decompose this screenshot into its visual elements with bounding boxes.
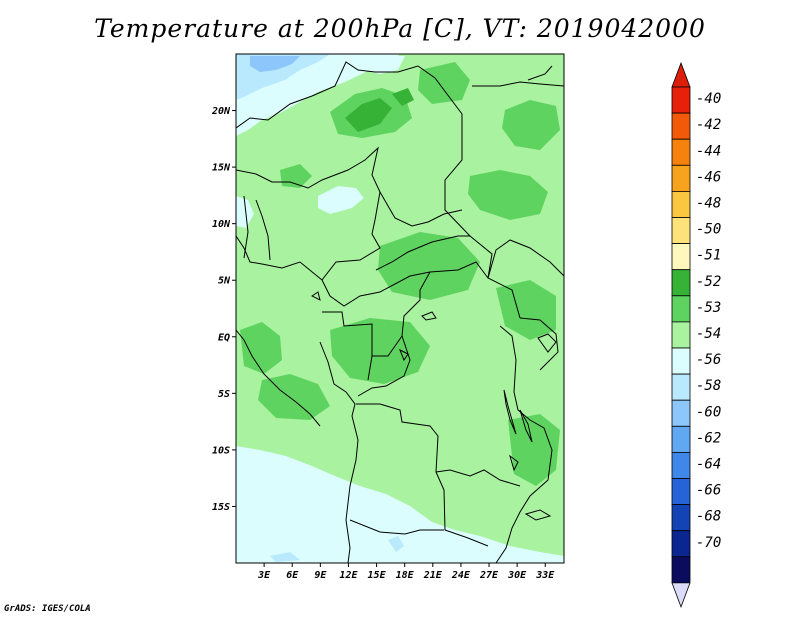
lon-tick-label: 3E — [257, 570, 271, 581]
colorbar-label: -66 — [696, 483, 721, 499]
longitude-axis: 3E 6E 9E 12E 15E 18E 21E 24E 27E 30E 33E — [257, 563, 555, 581]
colorbar-swatch — [671, 451, 691, 479]
warmest-spot-north — [345, 98, 392, 132]
colorbar-label: -51 — [696, 248, 721, 264]
colorbar-label: -52 — [696, 274, 721, 290]
warm-region-west-central — [240, 322, 282, 374]
colorbar-swatch — [671, 373, 691, 401]
colorbar-swatch — [671, 504, 691, 532]
cold-spot-south — [388, 536, 404, 552]
lon-tick-label: 30E — [507, 570, 527, 581]
colorbar-swatch — [671, 269, 691, 297]
colorbar-label: -56 — [696, 352, 721, 368]
colorbar-swatch — [671, 478, 691, 506]
lon-tick-label: 12E — [339, 570, 358, 581]
colorbar-swatch — [671, 190, 691, 218]
lon-tick-label: 33E — [535, 570, 555, 581]
colorbar: -40 -42 -44 -46 -48 -50 -51 -52 -53 -54 -56 -58 -60 -… — [671, 61, 721, 609]
cold-spot-south-2 — [270, 552, 300, 562]
colorbar-swatch — [671, 164, 691, 192]
grads-credit: GrADS: IGES/COLA — [4, 604, 91, 614]
colorbar-top-arrow — [671, 61, 691, 88]
warm-region-east — [496, 280, 556, 340]
colorbar-label: -62 — [696, 430, 721, 446]
cold-spot-west-coast — [236, 196, 254, 228]
colorbar-label: -40 — [696, 91, 721, 107]
colorbar-label: -58 — [696, 378, 721, 394]
warm-region-east-upper — [418, 62, 470, 104]
warmest-spot-north-2 — [392, 88, 414, 106]
lat-tick-label: 15N — [212, 163, 231, 174]
lat-tick-label: 5N — [218, 276, 231, 287]
lon-tick-label: 18E — [396, 570, 415, 581]
colorbar-label: -50 — [696, 222, 721, 238]
colorbar-swatch — [671, 295, 691, 323]
colorbar-label: -54 — [696, 326, 721, 342]
lon-tick-label: 15E — [368, 570, 387, 581]
warm-region-north-east-2 — [502, 100, 560, 150]
colorbar-swatch — [671, 347, 691, 375]
lon-tick-label: 27E — [479, 570, 499, 581]
colorbar-swatch — [671, 217, 691, 245]
colorbar-label: -46 — [696, 169, 721, 185]
warm-region-central — [378, 232, 480, 300]
cold-spot-north-central — [360, 56, 405, 74]
colorbar-label: -42 — [696, 117, 721, 133]
colorbar-label: -44 — [696, 143, 721, 159]
colorbar-bottom-arrow — [671, 582, 691, 609]
warm-region-northeast — [468, 170, 548, 220]
colorbar-swatch — [671, 556, 691, 584]
colorbar-label: -70 — [696, 535, 721, 551]
colorbar-swatch — [671, 425, 691, 453]
map-frame — [235, 53, 565, 564]
lat-tick-label: EQ — [218, 332, 230, 343]
colorbar-label: -68 — [696, 509, 721, 525]
colorbar-label: -60 — [696, 404, 721, 420]
colorbar-label: -48 — [696, 195, 721, 211]
lon-tick-label: 9E — [314, 570, 327, 581]
lake-outlines — [311, 291, 557, 521]
warm-region-central-south — [330, 318, 430, 384]
country-borders — [236, 61, 564, 563]
lon-tick-label: 6E — [286, 570, 299, 581]
cold-region-northwest-core — [250, 56, 300, 72]
warm-region-east-south — [508, 414, 560, 486]
colorbar-swatch — [671, 86, 691, 114]
cold-region-south — [236, 446, 564, 563]
colorbar-swatch — [671, 321, 691, 349]
lat-tick-label: 10S — [212, 445, 230, 456]
lat-tick-label: 10N — [212, 219, 231, 230]
lat-tick-label: 20N — [211, 106, 231, 117]
lat-tick-label: 15S — [212, 502, 230, 513]
colorbar-swatch — [671, 399, 691, 427]
colorbar-swatch — [671, 138, 691, 166]
colorbar-swatch — [671, 112, 691, 140]
colorbar-label: -53 — [696, 300, 721, 316]
cold-spot-sahel — [318, 186, 364, 214]
map-title: Temperature at 200hPa [C], VT: 201904200… — [94, 14, 706, 43]
lon-tick-label: 21E — [423, 570, 443, 581]
colorbar-swatch — [671, 243, 691, 271]
latitude-axis: 20N 15N 10N 5N EQ 5S 10S 15S — [211, 106, 236, 513]
lat-tick-label: 5S — [218, 389, 230, 400]
map-plot-area — [236, 54, 564, 563]
colorbar-label: -64 — [696, 456, 721, 472]
colorbar-swatch — [671, 530, 691, 558]
lon-tick-label: 24E — [451, 570, 471, 581]
